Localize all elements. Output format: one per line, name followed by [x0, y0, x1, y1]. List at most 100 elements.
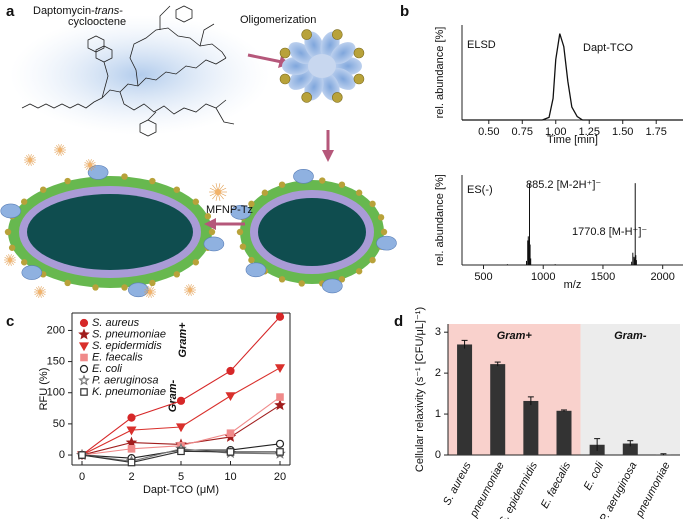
micelle-bead: [279, 47, 291, 59]
micelle-bead: [279, 73, 291, 85]
arrow-head: [204, 218, 216, 230]
line: [462, 33, 683, 121]
y-tick-label: 0: [59, 449, 65, 461]
annotation: Gram-: [167, 379, 179, 412]
micelle-bead: [332, 29, 343, 40]
surface-bead: [338, 276, 346, 283]
y-tick-label: 100: [47, 387, 65, 399]
region-label: Gram-: [614, 330, 647, 342]
marker: [176, 396, 186, 405]
molecule-label-part: -: [119, 5, 123, 17]
legend-label: S. pneumoniae: [92, 328, 166, 340]
surface-bead: [192, 198, 200, 205]
micelle-bead: [353, 73, 365, 85]
nanoparticle-core: [27, 157, 33, 163]
surface-bead: [173, 271, 180, 278]
annotation: Gram+: [177, 322, 189, 358]
surface-bead: [64, 279, 71, 287]
y-tick-label: 150: [47, 355, 65, 367]
y-axis-label: rel. abundance [%]: [434, 27, 446, 119]
marker: [127, 413, 136, 422]
x-axis-label: Dapt-TCO (μM): [143, 484, 219, 496]
nanoparticle-core: [147, 289, 153, 295]
bar: [457, 344, 473, 455]
region: [580, 324, 680, 455]
nanoparticle-core: [187, 287, 193, 293]
marker: [226, 429, 235, 438]
x-tick-label: 0.75: [512, 126, 533, 138]
surface-bead: [192, 259, 200, 266]
surface-bead: [298, 280, 305, 287]
micelle-petal: [330, 42, 356, 65]
molecule-label-part: trans: [95, 5, 120, 17]
surface-bead: [338, 181, 346, 188]
marker: [274, 364, 286, 374]
x-tick-label: 1.25: [579, 126, 600, 138]
x-tick-label: 1500: [591, 271, 615, 283]
marker: [175, 423, 187, 433]
y-tick-label: 1: [435, 408, 441, 420]
surface-bead: [20, 198, 28, 205]
arrow: [247, 53, 283, 64]
marker: [125, 436, 138, 448]
surface-bead: [40, 186, 47, 193]
marker: [226, 448, 235, 456]
x-tick-label: 0.50: [478, 126, 499, 138]
micelle-bead: [353, 47, 365, 59]
micelle: [279, 29, 365, 103]
legend-label: E. faecalis: [92, 351, 143, 363]
marker: [126, 426, 137, 436]
annotation: 1770.8 [M-H⁺]⁻: [572, 226, 647, 238]
marker: [127, 458, 136, 467]
legend-label: S. epidermidis: [92, 340, 162, 352]
surface-bead: [149, 177, 156, 185]
surface-bead: [64, 177, 71, 185]
marker: [79, 318, 89, 328]
nanoparticle-core: [37, 289, 43, 295]
micelle-bead: [301, 92, 312, 103]
molecule-label: cyclooctene: [68, 16, 126, 28]
x-tick-label: S. aureus: [441, 460, 474, 508]
y-tick-label: 50: [53, 418, 65, 430]
marker: [78, 342, 90, 352]
surface-decor: [0, 144, 397, 298]
surface-bead: [4, 228, 12, 236]
nanoparticle-core: [57, 147, 63, 153]
legend-label: P. aeruginosa: [92, 374, 158, 386]
y-axis-label: RFU (%): [38, 368, 50, 411]
surface-bead: [369, 256, 376, 264]
surface-bead: [248, 200, 255, 208]
molecule-label-part: Daptomycin-: [33, 5, 95, 17]
surface-oligomer: [203, 236, 225, 252]
bar: [490, 364, 506, 455]
marker: [127, 445, 136, 453]
legend-label: K. pneumoniae: [92, 386, 166, 398]
marker: [78, 328, 90, 340]
molecule-label: Daptomycin-trans-: [33, 5, 123, 17]
surface-bead: [239, 243, 247, 250]
surface-oligomer: [322, 278, 343, 294]
nanoparticle-core: [214, 188, 222, 196]
marker: [225, 392, 236, 402]
x-tick-label: 2: [128, 471, 134, 483]
legend-label: S. aureus: [92, 317, 140, 329]
x-tick-label: E. faecalis: [539, 460, 574, 511]
marker: [80, 388, 88, 396]
surface-bead: [319, 177, 326, 184]
marker: [78, 451, 86, 459]
x-tick-label: 20: [274, 471, 286, 483]
panel-label: a: [6, 3, 15, 20]
annotation: ELSD: [467, 39, 496, 51]
marker: [78, 374, 90, 386]
charts: 0.50 0.75 1.00 1.25 1.50 1.75 rel. abundance […: [38, 25, 683, 519]
surface-bead: [261, 189, 269, 196]
annotation: 885.2 [M-2H⁺]⁻: [526, 179, 601, 191]
surface-bead: [20, 259, 28, 266]
marker: [226, 366, 235, 376]
surface-bead: [278, 276, 286, 283]
micelle-bead: [332, 92, 343, 103]
x-tick-label: 500: [474, 271, 492, 283]
nanoparticle-core: [7, 257, 13, 263]
molecule: [21, 5, 235, 137]
